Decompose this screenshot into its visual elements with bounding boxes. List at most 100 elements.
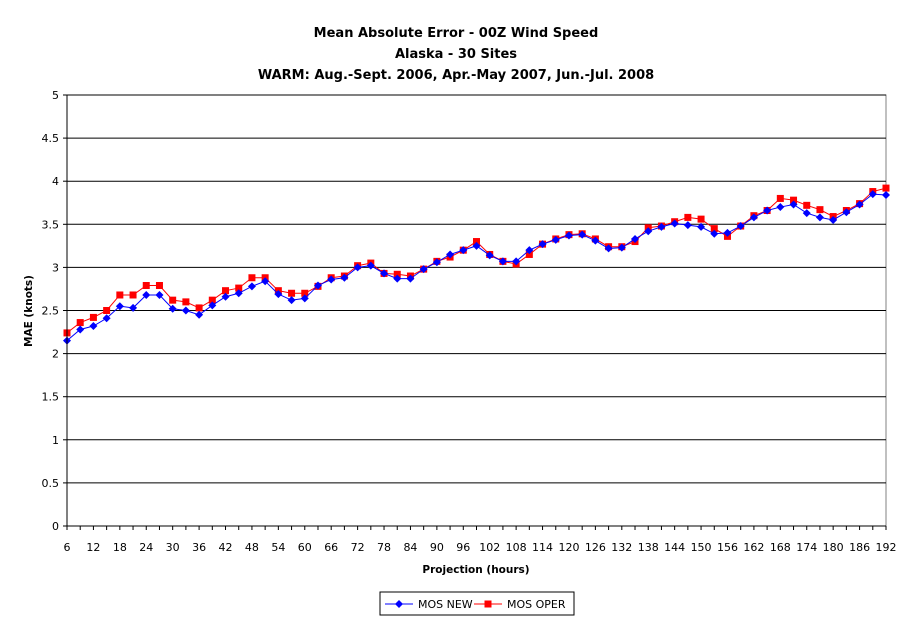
data-point-mos-new: [802, 209, 811, 218]
data-point-mos-new: [604, 244, 613, 253]
data-point-mos-oper: [76, 319, 84, 327]
data-point-mos-new: [815, 213, 824, 222]
data-point-mos-oper: [776, 194, 784, 202]
data-point-mos-oper: [89, 313, 97, 321]
data-point-mos-new: [115, 302, 124, 311]
x-tick-label: 108: [506, 541, 527, 554]
x-tick-label: 138: [638, 541, 659, 554]
x-tick-label: 132: [611, 541, 632, 554]
data-point-mos-new: [287, 296, 296, 305]
data-point-mos-new: [670, 219, 679, 228]
data-point-mos-new: [842, 208, 851, 217]
x-tick-label: 24: [139, 541, 153, 554]
data-point-mos-oper: [222, 287, 230, 295]
chart-subtitle: Alaska - 30 Sites: [395, 47, 517, 62]
data-point-mos-oper: [208, 296, 216, 304]
x-tick-label: 30: [166, 541, 180, 554]
data-point-mos-new: [525, 246, 534, 255]
data-point-mos-new: [855, 200, 864, 209]
data-point-mos-new: [221, 292, 230, 301]
y-tick-label: 5: [52, 89, 59, 102]
x-axis-title: Projection (hours): [422, 564, 529, 576]
data-point-mos-oper: [288, 289, 296, 297]
data-point-mos-new: [419, 265, 428, 274]
y-tick-label: 3.5: [42, 218, 60, 231]
data-point-mos-new: [459, 246, 468, 255]
data-point-mos-new: [195, 310, 204, 319]
x-tick-label: 54: [271, 541, 285, 554]
data-point-mos-new: [89, 322, 98, 331]
data-point-mos-oper: [103, 307, 111, 314]
data-point-mos-oper: [473, 238, 480, 246]
y-tick-label: 0.5: [42, 477, 60, 490]
data-point-mos-new: [578, 230, 587, 239]
x-axis-ticks: 6 12 18 24 30 36 42 48 54 60 66 72 78 84 90 96 102 108 114…: [64, 526, 897, 554]
x-tick-label: 114: [532, 541, 553, 554]
data-point-mos-oper: [155, 282, 163, 290]
y-tick-label: 1: [52, 434, 59, 447]
y-tick-label: 1.5: [42, 391, 60, 404]
data-point-mos-new: [868, 190, 877, 199]
legend-label-mos-new: MOS NEW: [418, 598, 473, 611]
data-point-mos-new: [723, 228, 732, 237]
data-point-mos-new: [129, 303, 138, 312]
x-tick-label: 72: [351, 541, 365, 554]
x-tick-label: 186: [849, 541, 870, 554]
data-point-mos-new: [736, 222, 745, 231]
data-point-mos-new: [247, 282, 256, 291]
chart-subtitle-period: WARM: Aug.-Sept. 2006, Apr.-May 2007, Ju…: [258, 68, 654, 83]
x-tick-label: 60: [298, 541, 312, 554]
data-point-mos-new: [882, 190, 890, 199]
data-point-mos-new: [644, 227, 653, 236]
x-tick-label: 126: [585, 541, 606, 554]
data-point-mos-new: [763, 206, 772, 215]
data-point-mos-new: [657, 222, 666, 231]
data-point-mos-new: [274, 290, 283, 299]
data-point-mos-new: [710, 229, 719, 238]
data-point-mos-oper: [790, 196, 798, 204]
y-tick-label: 0: [52, 520, 59, 533]
data-point-mos-new: [380, 269, 389, 278]
data-point-mos-oper: [248, 274, 256, 282]
data-point-mos-new: [446, 250, 455, 259]
data-point-mos-new: [485, 251, 494, 260]
x-tick-label: 12: [86, 541, 100, 554]
y-axis-title: MAE (knots): [23, 275, 35, 347]
x-tick-label: 18: [113, 541, 127, 554]
chart-title: Mean Absolute Error - 00Z Wind Speed: [314, 26, 599, 41]
data-point-mos-oper: [129, 291, 137, 299]
x-tick-label: 78: [377, 541, 391, 554]
data-point-mos-new: [512, 257, 521, 266]
data-point-mos-new: [829, 215, 838, 224]
legend: MOS NEW MOS OPER: [379, 591, 575, 616]
series-layer: [63, 184, 890, 345]
x-tick-label: 84: [403, 541, 417, 554]
y-tick-label: 4: [52, 175, 59, 188]
y-tick-label: 3: [52, 261, 59, 274]
legend-marker-mos-new: [395, 600, 403, 608]
y-tick-label: 2.5: [42, 305, 60, 318]
data-point-mos-oper: [169, 296, 177, 304]
data-point-mos-new: [406, 274, 415, 283]
data-point-mos-new: [683, 221, 692, 230]
data-point-mos-new: [551, 235, 560, 244]
plot-area: [66, 94, 887, 527]
x-tick-label: 192: [876, 541, 897, 554]
x-tick-label: 162: [743, 541, 764, 554]
data-point-mos-new: [366, 261, 375, 270]
x-tick-label: 42: [219, 541, 233, 554]
data-point-mos-new: [749, 213, 758, 222]
data-point-mos-oper: [195, 304, 203, 312]
data-point-mos-oper: [803, 201, 811, 209]
data-point-mos-oper: [301, 289, 309, 297]
data-point-mos-new: [564, 231, 573, 240]
data-point-mos-oper: [235, 284, 243, 292]
data-point-mos-new: [102, 314, 111, 323]
x-tick-label: 36: [192, 541, 206, 554]
data-point-mos-new: [432, 258, 441, 267]
data-point-mos-new: [789, 200, 798, 209]
x-tick-label: 150: [691, 541, 712, 554]
data-point-mos-new: [472, 241, 481, 250]
x-tick-label: 48: [245, 541, 259, 554]
